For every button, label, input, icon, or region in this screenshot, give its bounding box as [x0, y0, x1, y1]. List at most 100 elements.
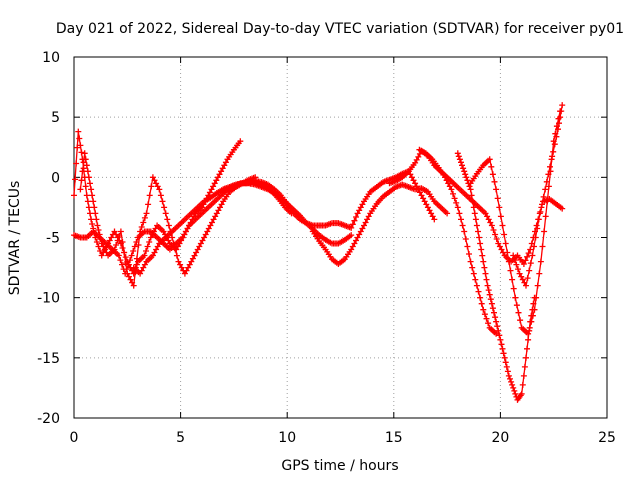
- data-point: [209, 219, 215, 226]
- data-point: [130, 282, 137, 289]
- y-tick-label: -15: [37, 351, 60, 367]
- data-point: [475, 228, 481, 235]
- data-point: [119, 239, 126, 245]
- data-point: [82, 183, 89, 190]
- data-point: [76, 135, 83, 142]
- data-point: [480, 306, 487, 313]
- data-point: [111, 246, 118, 253]
- data-point: [512, 390, 519, 397]
- data-point: [97, 236, 104, 242]
- data-point: [450, 190, 456, 197]
- data-point: [480, 258, 487, 265]
- data-point: [128, 252, 135, 259]
- data-point: [78, 177, 85, 184]
- data-point: [547, 163, 553, 170]
- data-point: [477, 294, 484, 301]
- data-point: [161, 204, 168, 211]
- x-tick-label: 10: [278, 430, 296, 446]
- data-point: [456, 156, 463, 163]
- data-point: [510, 285, 517, 292]
- data-point: [89, 221, 96, 227]
- data-point: [170, 240, 177, 247]
- data-point: [471, 210, 478, 217]
- data-point: [488, 163, 495, 170]
- data-point: [531, 306, 538, 313]
- data-point: [353, 214, 359, 220]
- data-point: [479, 252, 486, 259]
- x-tick-label: 20: [491, 430, 509, 446]
- data-point: [77, 142, 84, 149]
- data-point: [524, 253, 531, 260]
- y-axis-label: SDTVAR / TECUs: [7, 181, 23, 296]
- data-point: [143, 248, 149, 254]
- data-point: [518, 390, 525, 397]
- data-point: [501, 354, 508, 361]
- data-point: [520, 261, 527, 267]
- data-point: [119, 261, 125, 268]
- chart-title: Day 021 of 2022, Sidereal Day-to-day VTE…: [56, 21, 624, 37]
- data-point: [468, 192, 475, 199]
- data-point: [144, 243, 151, 250]
- data-point: [210, 183, 217, 190]
- data-point: [494, 323, 501, 330]
- data-point: [81, 150, 88, 157]
- data-point: [485, 320, 492, 327]
- data-point: [529, 252, 536, 259]
- data-point: [78, 149, 85, 156]
- data-point: [464, 243, 471, 250]
- y-tick-label: 5: [51, 110, 60, 126]
- series-layer: [71, 102, 566, 403]
- data-point: [542, 213, 549, 220]
- data-point: [96, 231, 103, 238]
- data-point: [431, 216, 438, 223]
- data-point: [509, 276, 516, 283]
- data-point: [485, 216, 492, 223]
- data-point: [501, 231, 508, 238]
- data-point: [466, 251, 472, 257]
- data-point: [548, 156, 555, 163]
- data-point: [130, 248, 137, 254]
- data-point: [454, 204, 461, 211]
- data-point: [79, 168, 86, 175]
- data-point: [487, 296, 494, 303]
- data-point: [533, 294, 540, 301]
- data-point: [89, 192, 96, 199]
- data-point: [362, 219, 369, 226]
- data-point: [535, 216, 542, 223]
- data-point: [466, 183, 473, 190]
- data-point: [507, 375, 513, 382]
- data-point: [463, 174, 470, 181]
- data-point: [513, 261, 520, 268]
- data-point: [85, 204, 92, 211]
- data-point: [489, 171, 496, 178]
- data-point: [543, 178, 550, 185]
- data-point: [523, 354, 529, 361]
- data-point: [496, 332, 503, 339]
- data-point: [461, 228, 468, 235]
- data-point: [164, 216, 171, 223]
- data-point: [498, 341, 505, 348]
- data-point: [539, 243, 546, 250]
- data-point: [127, 257, 133, 264]
- data-point: [141, 252, 148, 259]
- data-point: [512, 294, 519, 301]
- data-point: [131, 243, 138, 250]
- data-point: [117, 257, 124, 264]
- data-point: [486, 291, 493, 298]
- data-point: [492, 314, 499, 321]
- data-point: [525, 250, 532, 257]
- axis-tick-labels: 0 5 10 15 20 25 -20 -15 -10 -5 0 5 10: [37, 50, 616, 446]
- data-point: [460, 165, 467, 172]
- data-point: [542, 186, 549, 193]
- data-point: [115, 252, 122, 259]
- data-point: [472, 216, 479, 223]
- data-point: [495, 327, 502, 334]
- data-point: [525, 330, 532, 337]
- data-point: [556, 120, 562, 127]
- data-point: [504, 249, 511, 256]
- data-point: [488, 222, 495, 229]
- data-point: [444, 210, 451, 217]
- data-point: [524, 345, 530, 352]
- data-point: [462, 171, 469, 178]
